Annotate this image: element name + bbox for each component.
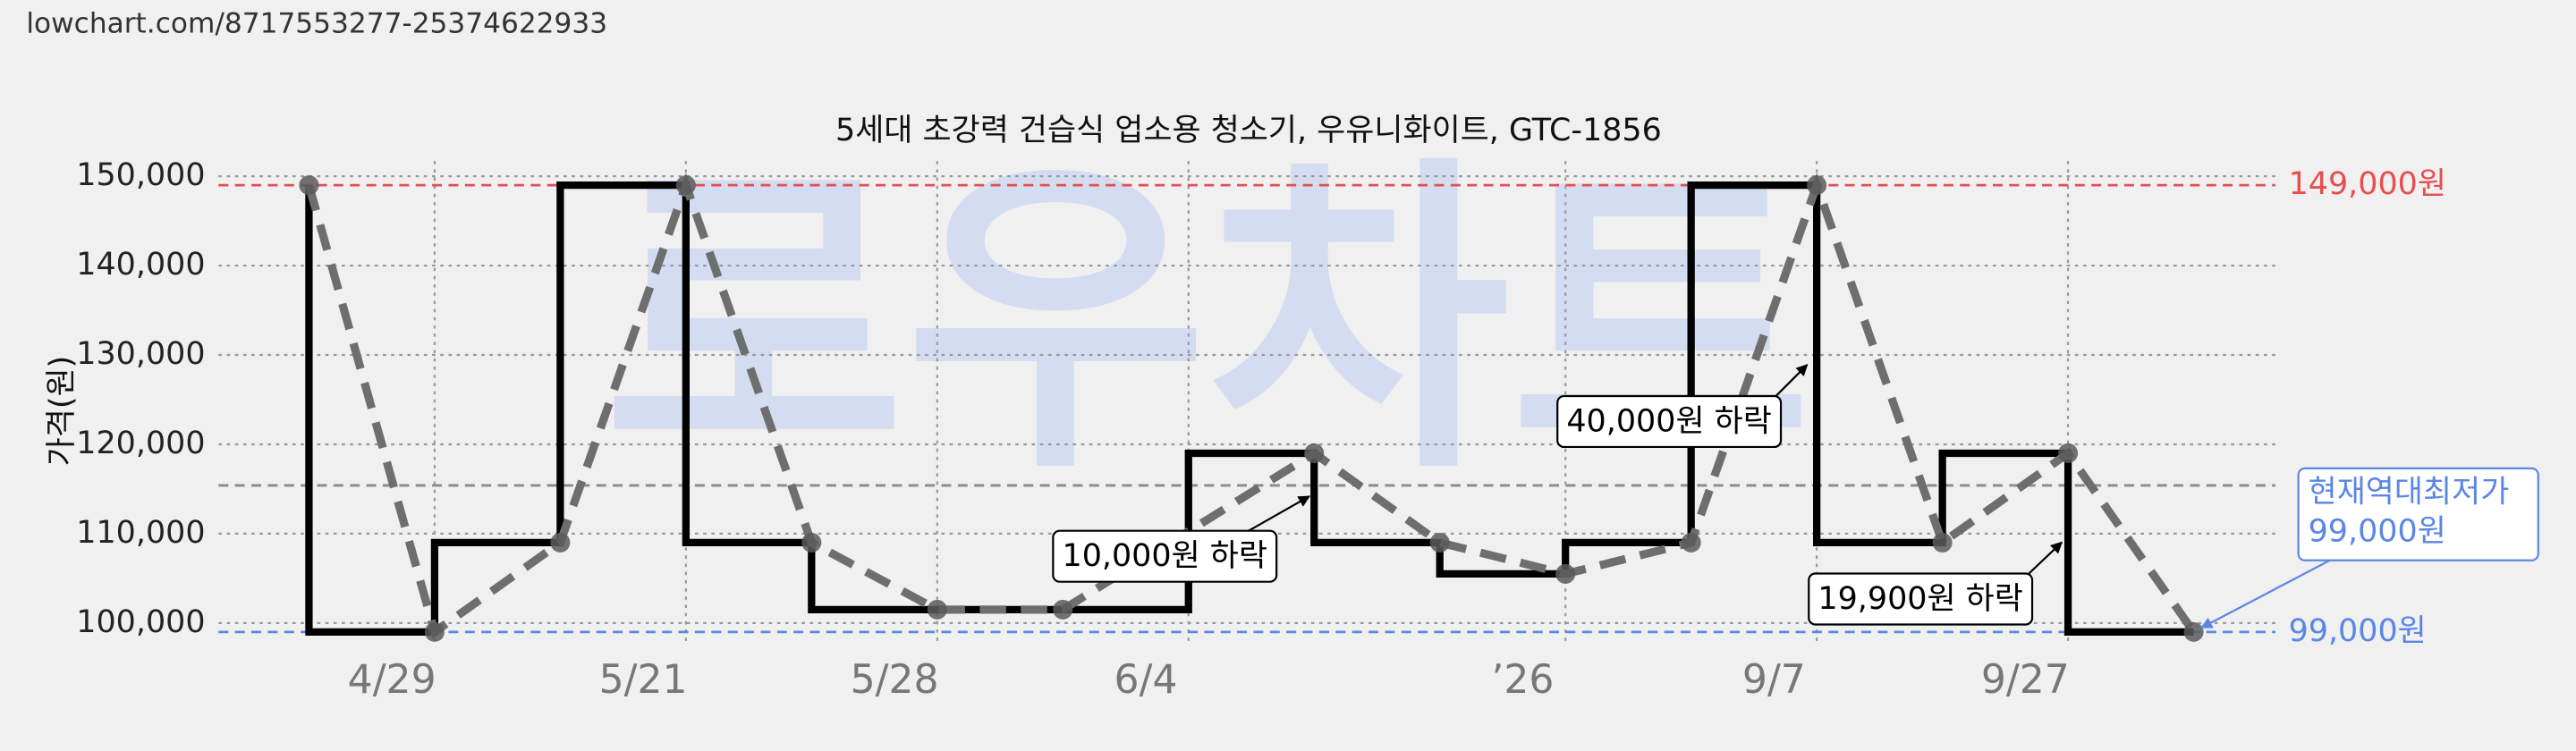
x-tick-label: 6/4 xyxy=(1114,657,1178,703)
x-tick-label: ’26 xyxy=(1491,657,1554,703)
annotation-box xyxy=(1808,572,2034,626)
y-tick-label: 150,000 xyxy=(76,157,205,193)
chart-title: 5세대 초강력 건습식 업소용 청소기, 우유니화이트, GTC-1856 xyxy=(835,113,1662,148)
point xyxy=(1555,563,1576,584)
annotation-text: 10,000원 하락 xyxy=(1062,538,1267,574)
callout-arrow xyxy=(2200,557,2334,629)
point xyxy=(1053,599,1073,620)
annotation-text: 19,900원 하락 xyxy=(1818,581,2022,617)
annotation-arrow xyxy=(2028,541,2063,575)
point xyxy=(1681,532,1701,553)
point xyxy=(299,175,319,196)
watermark: 로우차트 xyxy=(603,130,1812,512)
annotation-arrow xyxy=(1248,495,1311,532)
point xyxy=(675,175,696,196)
x-tick-label: 9/7 xyxy=(1742,657,1806,703)
callout-text: 현재역대최저가 xyxy=(2309,474,2510,510)
y-tick-label: 140,000 xyxy=(76,247,205,283)
point xyxy=(1429,532,1450,553)
reference-label: 99,000원 xyxy=(2289,613,2427,649)
reference-label: 149,000원 xyxy=(2289,166,2446,202)
annotation-arrow xyxy=(1773,364,1809,399)
x-tick-label: 9/27 xyxy=(1981,657,2070,703)
point xyxy=(2183,621,2204,642)
point xyxy=(424,621,445,642)
point xyxy=(1304,443,1325,463)
point xyxy=(927,599,947,620)
y-tick-label: 100,000 xyxy=(76,604,205,640)
callout-box xyxy=(2297,467,2539,561)
url: lowchart.com/8717553277-25374622933 xyxy=(26,8,607,40)
point xyxy=(550,532,571,553)
x-tick-label: 4/29 xyxy=(348,657,436,703)
y-axis-label: 가격(원) xyxy=(44,356,80,467)
y-tick-label: 120,000 xyxy=(76,426,205,461)
y-tick-label: 130,000 xyxy=(76,336,205,372)
x-tick-label: 5/21 xyxy=(599,657,688,703)
point xyxy=(801,532,822,553)
point xyxy=(1807,175,1827,196)
annotation-text: 40,000원 하락 xyxy=(1566,403,1771,439)
point xyxy=(1932,532,1953,553)
callout-text: 99,000원 xyxy=(2309,514,2446,550)
y-tick-label: 110,000 xyxy=(76,515,205,551)
point xyxy=(2058,443,2079,463)
annotation-box xyxy=(1052,529,1278,583)
x-tick-label: 5/28 xyxy=(851,657,939,703)
annotation-box xyxy=(1556,394,1783,449)
